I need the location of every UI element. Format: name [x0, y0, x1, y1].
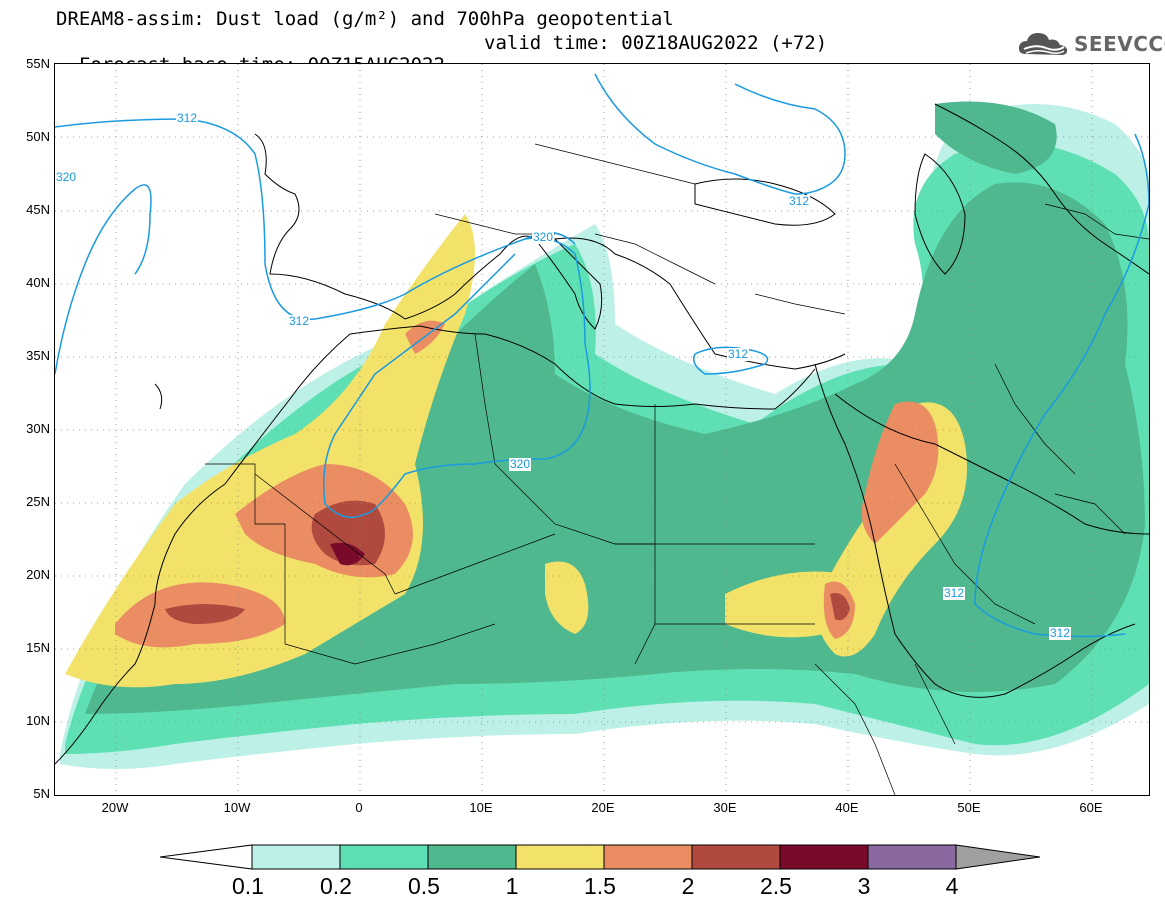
lon-label-50e: 50E	[957, 800, 981, 815]
contour-label-312-oman: 312	[1049, 626, 1072, 640]
colorbar-tick-4: 4	[945, 873, 959, 899]
colorbar-max-arrow	[955, 844, 1040, 870]
lat-label-50n: 50N	[26, 129, 50, 144]
colorbar-swatch-7	[867, 844, 957, 870]
lon-label-10e: 10E	[469, 800, 493, 815]
lat-label-25n: 25N	[26, 494, 50, 509]
contour-label-312-arabia: 312	[943, 586, 966, 600]
lat-label-15n: 15N	[26, 640, 50, 655]
seevccc-logo: SEEVCCC	[1016, 28, 1165, 60]
lat-label-40n: 40N	[26, 275, 50, 290]
dust-load-map	[54, 63, 1150, 796]
colorbar-swatch-1	[339, 844, 429, 870]
lat-label-10n: 10N	[26, 713, 50, 728]
lat-label-55n: 55N	[26, 56, 50, 71]
lon-label-20e: 20E	[591, 800, 615, 815]
lat-label-30n: 30N	[26, 421, 50, 436]
contour-label-320-w: 320	[55, 170, 78, 184]
country-borders	[205, 143, 1149, 795]
dust-field-2	[165, 500, 850, 624]
colorbar-swatch-5	[691, 844, 781, 870]
lat-label-45n: 45N	[26, 202, 50, 217]
colorbar-swatch-2	[427, 844, 517, 870]
lat-label-35n: 35N	[26, 348, 50, 363]
colorbar-swatch-4	[603, 844, 693, 870]
contour-label-312-iberia: 312	[288, 314, 311, 328]
colorbar-tick-0.2: 0.2	[320, 873, 352, 899]
map-title: DREAM8-assim: Dust load (g/m²) and 700hP…	[56, 8, 674, 30]
contour-label-312-blacksea: 312	[788, 194, 811, 208]
colorbar-swatch-6	[779, 844, 869, 870]
lat-label-5n: 5N	[33, 786, 50, 801]
colorbar	[160, 844, 1040, 870]
cloud-icon	[1018, 33, 1068, 55]
colorbar-tick-3: 3	[857, 873, 871, 899]
colorbar-tick-2.5: 2.5	[760, 873, 792, 899]
lon-label-40e: 40E	[835, 800, 859, 815]
colorbar-swatch-3	[515, 844, 605, 870]
lon-label-30e: 30E	[713, 800, 737, 815]
lat-label-20n: 20N	[26, 567, 50, 582]
lon-label-20w: 20W	[101, 800, 129, 815]
contour-label-312-nw: 312	[176, 111, 199, 125]
contour-label-320-sahara: 320	[509, 457, 532, 471]
lon-label-0: 0	[355, 800, 363, 815]
dust-field-2.5	[330, 542, 365, 566]
colorbar-tick-0.1: 0.1	[232, 873, 264, 899]
lon-label-10w: 10W	[223, 800, 251, 815]
colorbar-min-arrow	[160, 844, 253, 870]
colorbar-tick-1.5: 1.5	[584, 873, 616, 899]
logo-text: SEEVCCC	[1074, 32, 1165, 56]
contour-label-312-cyprus: 312	[727, 347, 750, 361]
colorbar-tick-2: 2	[681, 873, 695, 899]
valid-time: valid time: 00Z18AUG2022 (+72)	[484, 32, 828, 54]
colorbar-swatch-0	[251, 844, 341, 870]
colorbar-tick-0.5: 0.5	[408, 873, 440, 899]
lon-label-60e: 60E	[1079, 800, 1103, 815]
coastlines	[55, 103, 1149, 765]
graticule	[55, 64, 1149, 795]
colorbar-tick-1: 1	[505, 873, 519, 899]
contour-label-320-italy: 320	[532, 230, 555, 244]
